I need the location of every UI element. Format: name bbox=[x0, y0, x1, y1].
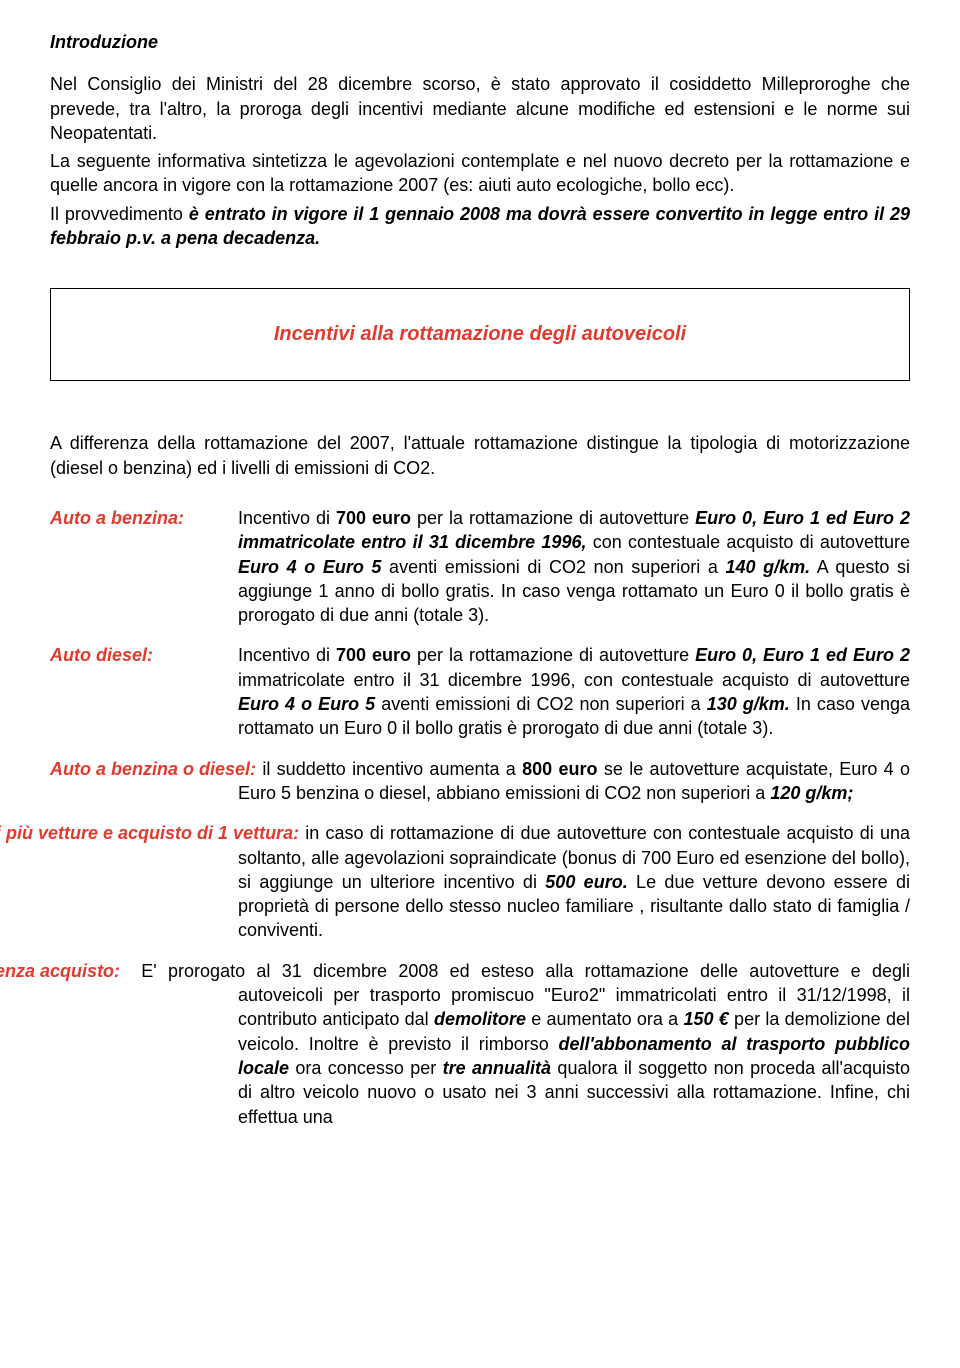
box-title: Incentivi alla rottamazione degli autove… bbox=[274, 323, 686, 345]
label-diesel: Auto diesel: bbox=[50, 643, 153, 667]
senza-t4: ora concesso per bbox=[289, 1058, 443, 1078]
intro-paragraph-2: La seguente informativa sintetizza le ag… bbox=[50, 149, 910, 198]
benzina-t4: aventi emissioni di CO2 non superiori a bbox=[381, 557, 725, 577]
label-both: Auto a benzina o diesel: bbox=[50, 757, 256, 781]
senza-b1: demolitore bbox=[434, 1009, 526, 1029]
diesel-t2: per la rottamazione di autovetture bbox=[411, 645, 695, 665]
diesel-b2: Euro 0, Euro 1 ed Euro 2 bbox=[695, 645, 910, 665]
benzina-b3: Euro 4 o Euro 5 bbox=[238, 557, 381, 577]
benzina-t3: con contestuale acquisto di autovetture bbox=[586, 532, 910, 552]
entry-multi: Rottamazione di più vetture e acquisto d… bbox=[50, 821, 910, 942]
benzina-b1: 700 euro bbox=[336, 508, 411, 528]
multi-b1: 500 euro. bbox=[545, 872, 627, 892]
label-benzina: Auto a benzina: bbox=[50, 506, 184, 530]
senza-b4: tre annualità bbox=[443, 1058, 551, 1078]
entry-benzina: Auto a benzina: Incentivo di 700 euro per… bbox=[50, 506, 910, 627]
intro-paragraph-3: Il provvedimento è entrato in vigore il … bbox=[50, 202, 910, 251]
benzina-t2: per la rottamazione di autovetture bbox=[411, 508, 695, 528]
senza-b2: 150 € bbox=[683, 1009, 728, 1029]
both-b1: 800 euro bbox=[522, 759, 597, 779]
diesel-t4: aventi emissioni di CO2 non superiori a bbox=[375, 694, 707, 714]
intro-title: Introduzione bbox=[50, 30, 910, 54]
both-b2: 120 g/km; bbox=[770, 783, 853, 803]
intro-paragraph-1: Nel Consiglio dei Ministri del 28 dicemb… bbox=[50, 72, 910, 145]
diesel-b1: 700 euro bbox=[336, 645, 411, 665]
benzina-t1: Incentivo di bbox=[238, 508, 336, 528]
label-multi: Rottamazione di più vetture e acquisto d… bbox=[50, 821, 299, 845]
diesel-t3: immatricolate entro il 31 dicembre 1996,… bbox=[238, 670, 910, 690]
diesel-b3: Euro 4 o Euro 5 bbox=[238, 694, 375, 714]
diesel-t1: Incentivo di bbox=[238, 645, 336, 665]
benzina-b4: 140 g/km. bbox=[725, 557, 810, 577]
section-box: Incentivi alla rottamazione degli autove… bbox=[50, 288, 910, 381]
entry-diesel: Auto diesel: Incentivo di 700 euro per la… bbox=[50, 643, 910, 740]
entry-senza: Rottamazione senza acquisto: E' prorogat… bbox=[50, 959, 910, 1129]
senza-t2: e aumentato ora a bbox=[526, 1009, 683, 1029]
intro-p3-lead: Il provvedimento bbox=[50, 204, 189, 224]
diesel-b4: 130 g/km. bbox=[707, 694, 790, 714]
label-senza: Rottamazione senza acquisto: bbox=[50, 959, 130, 983]
subsection-intro: A differenza della rottamazione del 2007… bbox=[50, 431, 910, 480]
both-t1: il suddetto incentivo aumenta a bbox=[256, 759, 522, 779]
entry-both: Auto a benzina o diesel: il suddetto inc… bbox=[50, 757, 910, 806]
